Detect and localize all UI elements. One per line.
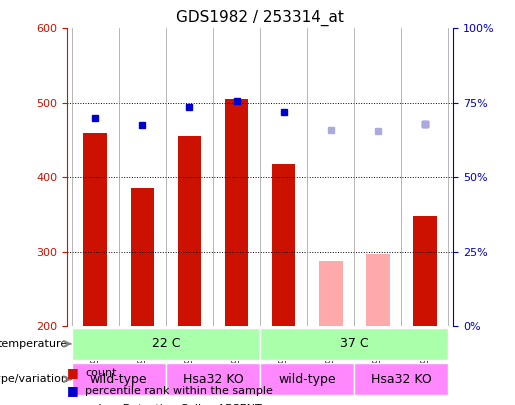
Text: ■: ■ xyxy=(67,403,79,405)
Bar xyxy=(354,28,401,326)
Bar xyxy=(72,28,119,326)
FancyBboxPatch shape xyxy=(72,328,260,360)
Text: genotype/variation: genotype/variation xyxy=(0,374,68,384)
Bar xyxy=(366,254,390,326)
FancyBboxPatch shape xyxy=(260,328,449,360)
Bar xyxy=(119,28,166,326)
FancyBboxPatch shape xyxy=(166,363,260,395)
Bar xyxy=(260,28,307,326)
Text: wild-type: wild-type xyxy=(279,373,336,386)
Bar xyxy=(307,28,354,326)
Text: wild-type: wild-type xyxy=(90,373,148,386)
Text: ■: ■ xyxy=(67,384,79,397)
Title: GDS1982 / 253314_at: GDS1982 / 253314_at xyxy=(176,9,344,26)
Bar xyxy=(166,28,213,326)
Bar xyxy=(413,216,437,326)
Text: ■: ■ xyxy=(67,366,79,379)
FancyBboxPatch shape xyxy=(72,363,166,395)
Bar xyxy=(272,164,296,326)
Bar xyxy=(130,188,154,326)
Text: 37 C: 37 C xyxy=(340,337,369,350)
Bar xyxy=(178,136,201,326)
FancyBboxPatch shape xyxy=(354,363,449,395)
Bar xyxy=(401,28,449,326)
Text: value, Detection Call = ABSENT: value, Detection Call = ABSENT xyxy=(85,404,262,405)
Text: percentile rank within the sample: percentile rank within the sample xyxy=(85,386,273,396)
Bar xyxy=(225,99,248,326)
Text: 22 C: 22 C xyxy=(151,337,180,350)
Bar xyxy=(319,261,342,326)
Bar xyxy=(83,132,107,326)
Bar xyxy=(213,28,260,326)
Text: count: count xyxy=(85,368,116,377)
FancyBboxPatch shape xyxy=(260,363,354,395)
Text: Hsa32 KO: Hsa32 KO xyxy=(371,373,432,386)
Text: Hsa32 KO: Hsa32 KO xyxy=(183,373,244,386)
Text: temperature: temperature xyxy=(0,339,68,349)
